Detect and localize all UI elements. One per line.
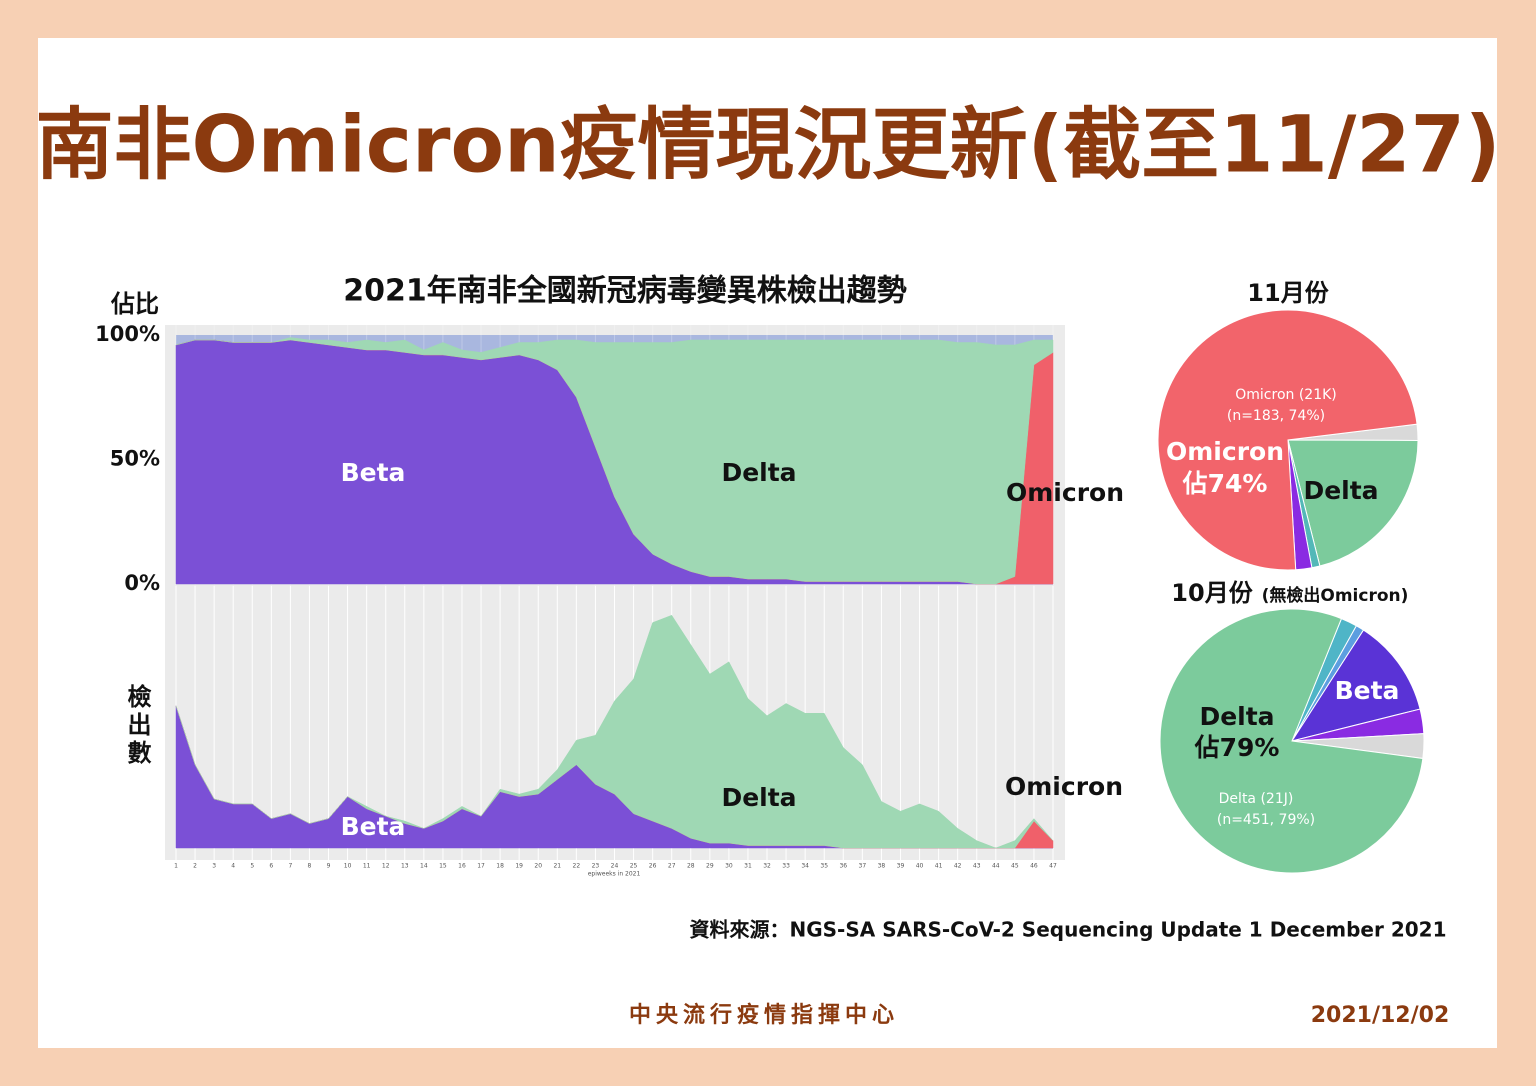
annotation: 佔79% (1194, 733, 1280, 762)
x-tick-label: 23 (592, 863, 600, 870)
x-tick-label: 10 (344, 863, 352, 870)
x-tick-label: 7 (288, 863, 292, 870)
x-tick-label: 28 (687, 863, 695, 870)
series-label: Omicron (1006, 478, 1124, 507)
slice-label: Delta (1303, 476, 1378, 505)
x-axis-label: epiweeks in 2021 (588, 871, 641, 878)
chart-title: 2021年南非全國新冠病毒變異株檢出趨勢 (343, 274, 907, 309)
x-tick-label: 9 (327, 863, 331, 870)
x-tick-label: 33 (782, 863, 790, 870)
pie-slice (1157, 309, 1418, 571)
x-tick-label: 45 (1011, 863, 1019, 870)
pie-title: 11月份 (1247, 279, 1329, 307)
slice-label: Delta (1199, 702, 1274, 731)
x-tick-label: 14 (420, 863, 428, 870)
y-axis-label: 檢出數 (123, 683, 151, 768)
series-label: Delta (721, 783, 796, 812)
slice-label: Omicron (1166, 437, 1284, 466)
x-tick-label: 43 (973, 863, 981, 870)
series-label: Delta (721, 458, 796, 487)
x-tick-label: 37 (859, 863, 867, 870)
annotation: Omicron (21K) (1235, 387, 1337, 403)
x-tick-label: 42 (954, 863, 962, 870)
pie-subtitle: (無檢出Omicron) (1262, 585, 1409, 606)
x-tick-label: 20 (534, 863, 542, 870)
annotation: Delta (21J) (1219, 791, 1294, 807)
x-tick-label: 29 (706, 863, 714, 870)
x-tick-label: 15 (439, 863, 447, 870)
x-tick-label: 12 (382, 863, 390, 870)
y-tick-label: 100% (95, 322, 160, 346)
x-tick-label: 24 (611, 863, 619, 870)
x-tick-label: 27 (668, 863, 676, 870)
x-tick-label: 19 (515, 863, 523, 870)
y-axis-label: 佔比 (110, 290, 159, 318)
series-label: Beta (341, 458, 406, 487)
x-tick-label: 22 (573, 863, 581, 870)
x-tick-label: 35 (820, 863, 828, 870)
x-tick-label: 25 (630, 863, 638, 870)
x-tick-label: 16 (458, 863, 466, 870)
area-series (175, 614, 1054, 849)
x-tick-label: 38 (878, 863, 886, 870)
x-tick-label: 46 (1030, 863, 1038, 870)
x-tick-label: 8 (308, 863, 312, 870)
x-tick-label: 39 (897, 863, 905, 870)
x-tick-label: 40 (916, 863, 924, 870)
organization: 中央流行疫情指揮中心 (629, 1002, 899, 1028)
pie-slice (1159, 608, 1424, 874)
x-tick-label: 34 (801, 863, 809, 870)
pie-slice (1287, 439, 1419, 567)
x-tick-label: 2 (193, 863, 197, 870)
x-tick-label: 1 (174, 863, 178, 870)
series-label: Omicron (1005, 772, 1123, 801)
x-tick-label: 3 (212, 863, 216, 870)
source: 資料來源：NGS-SA SARS-CoV-2 Sequencing Update… (689, 918, 1446, 942)
x-tick-label: 11 (363, 863, 371, 870)
x-tick-label: 41 (935, 863, 943, 870)
x-tick-label: 21 (553, 863, 561, 870)
x-tick-label: 47 (1049, 863, 1057, 870)
series-label: Beta (341, 812, 406, 841)
x-tick-label: 6 (269, 863, 273, 870)
x-tick-label: 5 (250, 863, 254, 870)
y-tick-label: 0% (124, 571, 160, 595)
y-tick-label: 50% (110, 447, 160, 471)
x-tick-label: 4 (231, 863, 235, 870)
annotation: (n=451, 79%) (1217, 812, 1315, 828)
pie-slice (1290, 629, 1421, 742)
x-tick-label: 31 (744, 863, 752, 870)
x-tick-label: 32 (763, 863, 771, 870)
pie-title: 10月份 (1171, 579, 1253, 607)
date: 2021/12/02 (1311, 1003, 1450, 1028)
x-tick-label: 44 (992, 863, 1000, 870)
x-tick-label: 30 (725, 863, 733, 870)
area-series (175, 337, 1054, 585)
annotation: 佔74% (1182, 469, 1268, 498)
x-tick-label: 36 (839, 863, 847, 870)
page-title: 南非Omicron疫情現況更新(截至11/27) (35, 100, 1500, 190)
x-tick-label: 13 (401, 863, 409, 870)
x-tick-label: 26 (649, 863, 657, 870)
x-tick-label: 18 (496, 863, 504, 870)
slice-label: Beta (1335, 676, 1400, 705)
annotation: (n=183, 74%) (1227, 408, 1325, 424)
x-tick-label: 17 (477, 863, 485, 870)
